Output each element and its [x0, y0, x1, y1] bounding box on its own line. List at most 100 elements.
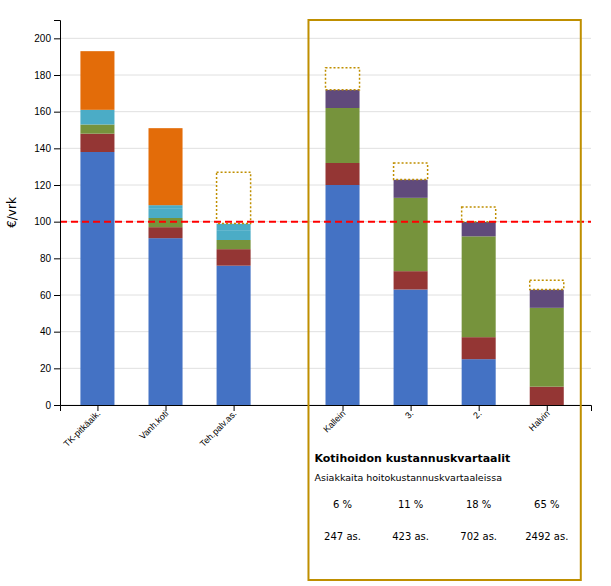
bar-segment [326, 185, 360, 405]
bar-segment [80, 125, 114, 134]
box-title: Kotihoidon kustannuskvartaalit [314, 452, 510, 465]
box-count-label: 423 as. [392, 531, 429, 542]
x-tick-label: Teh.palv.as. [198, 408, 239, 449]
y-axis-line [54, 21, 61, 406]
y-tick-mark [54, 258, 60, 259]
x-tick: TK-pitkäaik. [62, 405, 103, 449]
box-count-label: 247 as. [324, 531, 361, 542]
y-tick-mark [54, 222, 60, 223]
bar-segment [217, 224, 251, 231]
y-tick-label: 80 [40, 253, 52, 264]
y-tick-label: 20 [40, 363, 52, 374]
y-tick: 200 [34, 33, 60, 44]
bar-segment [462, 359, 496, 405]
x-tick-label: Halvin [527, 408, 552, 433]
dotted-segment [394, 163, 428, 180]
dotted-segment [217, 172, 251, 223]
x-axis-line [61, 406, 592, 412]
bar-segment [80, 110, 114, 119]
bar-segment [217, 249, 251, 266]
highlight-box [308, 20, 580, 580]
plot-area [60, 51, 591, 405]
x-tick: Vanh.koti [137, 405, 170, 441]
x-tick-mark [234, 405, 235, 411]
y-tick-label: 120 [34, 180, 51, 191]
bar-segment [462, 337, 496, 359]
x-axis: TK-pitkäaik. Vanh.koti Teh.palv.as. Kallein… [61, 405, 592, 449]
y-tick: 60 [40, 290, 60, 301]
y-tick-label: 100 [34, 216, 51, 227]
x-tick: Teh.palv.as. [198, 405, 239, 449]
y-axis: 0 20 40 60 80 100 120 140 160 180 200 [34, 21, 60, 411]
bar-segment [326, 163, 360, 185]
x-tick-label: Vanh.koti [137, 408, 170, 441]
bar-segment [149, 227, 183, 238]
y-tick: 160 [34, 106, 60, 117]
y-tick: 120 [34, 180, 60, 191]
bar-segment [326, 90, 360, 108]
grid-line [60, 38, 591, 39]
dotted-segment [530, 280, 564, 289]
y-tick-label: 0 [45, 400, 51, 411]
y-tick: 140 [34, 143, 60, 154]
y-tick: 0 [45, 400, 60, 411]
x-tick-mark [343, 405, 344, 411]
x-tick-label: 3. [403, 408, 415, 420]
x-tick-mark [547, 405, 548, 411]
box-pct-label: 18 % [466, 499, 491, 510]
box-pct-label: 6 % [333, 499, 352, 510]
y-tick-mark [54, 38, 60, 39]
dotted-segment [80, 50, 114, 52]
y-tick-label: 180 [34, 70, 51, 81]
bar-segment [80, 51, 114, 110]
y-tick-mark [54, 112, 60, 113]
bar-segment [149, 128, 183, 205]
x-tick: Halvin [527, 405, 552, 433]
chart-container: 0 20 40 60 80 100 120 140 160 180 200 TK-pitkäaik. V… [0, 0, 611, 586]
bar-segment [149, 209, 183, 218]
y-tick-mark [54, 75, 60, 76]
box-pct-label: 65 % [534, 499, 559, 510]
y-tick-label: 40 [40, 326, 52, 337]
y-tick-mark [54, 368, 60, 369]
bar-segment [394, 180, 428, 198]
y-tick-label: 200 [34, 33, 51, 44]
y-tick-label: 60 [40, 290, 52, 301]
x-tick-mark [97, 405, 98, 411]
bar-segment [326, 108, 360, 163]
x-tick-mark [479, 405, 480, 411]
bar-segment [149, 205, 183, 209]
bar-segment [217, 231, 251, 240]
y-tick-mark [54, 148, 60, 149]
y-tick-label: 160 [34, 106, 51, 117]
bar-segment [530, 387, 564, 405]
y-tick: 100 [34, 216, 60, 227]
grid [60, 38, 591, 405]
dotted-segment [462, 207, 496, 222]
box-subtitle: Asiakkaita hoitokustannuskvartaaleissa [314, 472, 502, 483]
chart-svg: 0 20 40 60 80 100 120 140 160 180 200 TK-pitkäaik. V… [0, 0, 611, 586]
x-tick-label: Kallein [321, 408, 347, 434]
bar-segment [462, 222, 496, 237]
dotted-segment [149, 127, 183, 129]
x-tick: Kallein [321, 405, 347, 435]
x-tick: 3. [403, 405, 415, 421]
box-pct-label: 11 % [398, 499, 423, 510]
dotted-segment [326, 68, 360, 90]
box-count-label: 702 as. [460, 531, 497, 542]
bar-segment [530, 290, 564, 308]
y-tick-mark [54, 332, 60, 333]
x-tick-label: 2. [471, 408, 483, 420]
grid-line [60, 221, 591, 222]
y-tick-label: 140 [34, 143, 51, 154]
x-tick-mark [166, 405, 167, 411]
y-tick: 80 [40, 253, 60, 264]
bar-segment [217, 266, 251, 405]
bar-segment [217, 240, 251, 249]
bar-segment [530, 308, 564, 387]
bar-segment [80, 152, 114, 405]
x-tick-mark [411, 405, 412, 411]
bar-segment [394, 198, 428, 271]
x-tick-label: TK-pitkäaik. [62, 408, 103, 449]
bar-segment [80, 119, 114, 125]
